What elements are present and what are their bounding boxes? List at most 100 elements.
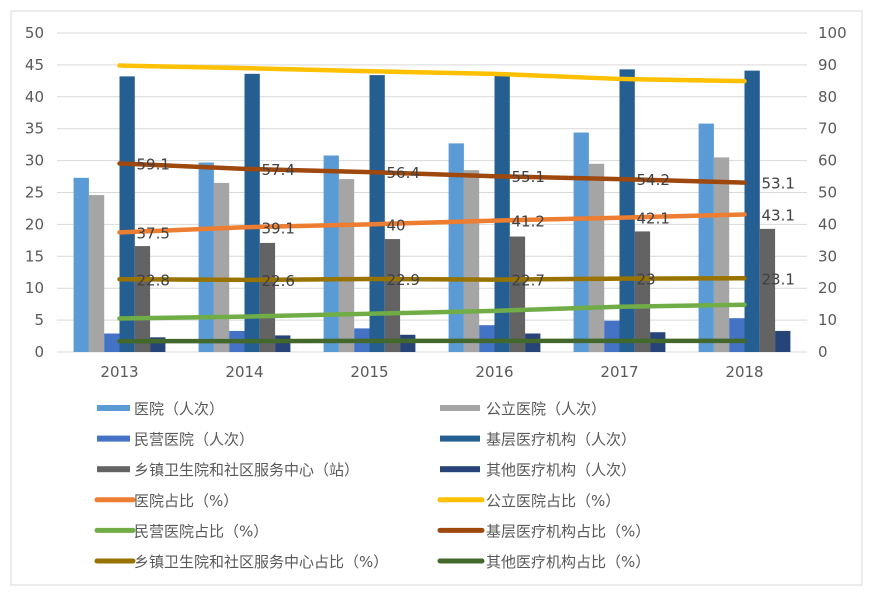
data-label: 43.1 [762,207,795,225]
bar [588,163,605,352]
legend-label: 基层医疗机构占比（%） [486,522,650,540]
bar [634,231,651,352]
left-axis-tick-label: 5 [34,311,44,329]
bar [713,157,730,352]
left-axis-tick-label: 50 [25,24,44,42]
legend-label: 公立医院占比（%） [486,492,620,510]
series-line [117,161,747,185]
x-axis-tick-label: 2013 [100,363,138,381]
right-axis-tick-label: 60 [818,152,837,170]
legend-label: 乡镇卫生院和社区服务中心（站） [134,461,359,479]
bar [134,246,151,352]
right-axis-tick-label: 50 [818,184,837,202]
bar [244,73,260,352]
legend-label: 其他医疗机构占比（%） [486,553,650,571]
legend-label: 医院占比（%） [134,492,238,510]
data-label: 40 [387,216,406,234]
legend-label: 民营医院（人次） [134,431,254,449]
right-axis-tick-label: 20 [818,279,837,297]
bar [619,69,635,352]
bar [73,177,89,352]
bar [104,333,120,352]
bar [604,320,620,352]
bar [448,143,464,352]
axis-ticks: 0 5 10 15 20 25 30 35 40 45 50 0 10 20 30 40 50 60 70 80 90 1… [25,24,847,381]
left-axis-tick-label: 35 [25,120,44,138]
legend-swatch [97,405,130,411]
right-axis-tick-label: 70 [818,120,837,138]
series-line [117,276,747,283]
bar [759,228,776,352]
legend-label: 民营医院占比（%） [134,522,268,540]
bar [338,179,355,352]
left-axis-tick-label: 45 [25,56,44,74]
bar [369,75,385,352]
left-axis-tick-label: 0 [34,343,44,361]
left-axis-tick-label: 30 [25,152,44,170]
legend-label: 医院（人次） [134,400,224,418]
bar [400,334,416,352]
data-label: 41.2 [512,213,545,231]
bar [509,236,526,352]
bar [88,195,105,352]
legend: 医院（人次） 公立医院（人次） 民营医院（人次） 基层医疗机构（人次） 乡镇卫生院和社区… [94,400,650,571]
data-label: 23 [637,271,656,289]
data-label: 22.6 [262,272,295,290]
right-axis-tick-label: 0 [818,343,828,361]
right-axis-tick-label: 100 [818,24,847,42]
data-label: 55.1 [512,168,545,186]
data-label: 56.4 [387,164,420,182]
legend-swatch [97,466,130,473]
x-axis-tick-label: 2018 [725,363,763,381]
legend-swatch [97,435,130,442]
legend-label: 乡镇卫生院和社区服务中心占比（%） [134,553,388,571]
bar [573,132,589,352]
data-label: 23.1 [762,270,795,288]
bar [463,170,480,352]
data-label: 37.5 [137,224,170,242]
legend-swatch [440,435,480,442]
legend-swatch [440,466,480,473]
data-label: 57.4 [262,161,295,179]
data-label: 54.2 [637,171,670,189]
data-label: 39.1 [262,219,295,237]
right-axis-tick-label: 40 [818,215,837,233]
x-axis-tick-label: 2015 [350,363,388,381]
left-axis-tick-label: 15 [25,247,44,265]
bar [698,123,714,352]
left-axis-tick-label: 40 [25,88,44,106]
x-axis-tick-label: 2017 [600,363,638,381]
left-axis-tick-label: 25 [25,184,44,202]
series-line [117,302,747,321]
data-label: 59.1 [137,155,170,173]
bar [729,318,745,352]
x-axis-tick-label: 2014 [225,363,263,381]
data-label: 22.7 [512,272,545,290]
bar [494,73,510,352]
data-label: 22.8 [137,271,170,289]
bar [213,182,230,352]
bar [259,242,276,352]
data-label: 22.9 [387,271,420,289]
x-axis-tick-label: 2016 [475,363,513,381]
right-axis-tick-label: 30 [818,247,837,265]
lines: 37.5 39.1 40 41.2 42.1 43.1 59.1 57.4 56.4 55.1 54… [117,63,795,344]
series-line [117,63,747,84]
bar [775,330,791,352]
legend-label: 基层医疗机构（人次） [486,431,636,449]
legend-label: 公立医院（人次） [486,400,606,418]
left-axis-tick-label: 20 [25,215,44,233]
right-axis-tick-label: 10 [818,311,837,329]
bar [384,239,401,352]
bar [323,155,339,352]
left-axis-tick-label: 10 [25,279,44,297]
series-line [117,212,747,235]
right-axis-tick-label: 80 [818,88,837,106]
right-axis-tick-label: 90 [818,56,837,74]
bar [275,335,291,352]
legend-swatch [440,405,480,411]
data-label: 42.1 [637,210,670,228]
legend-label: 其他医疗机构（人次） [486,461,636,479]
data-label: 53.1 [762,175,795,193]
